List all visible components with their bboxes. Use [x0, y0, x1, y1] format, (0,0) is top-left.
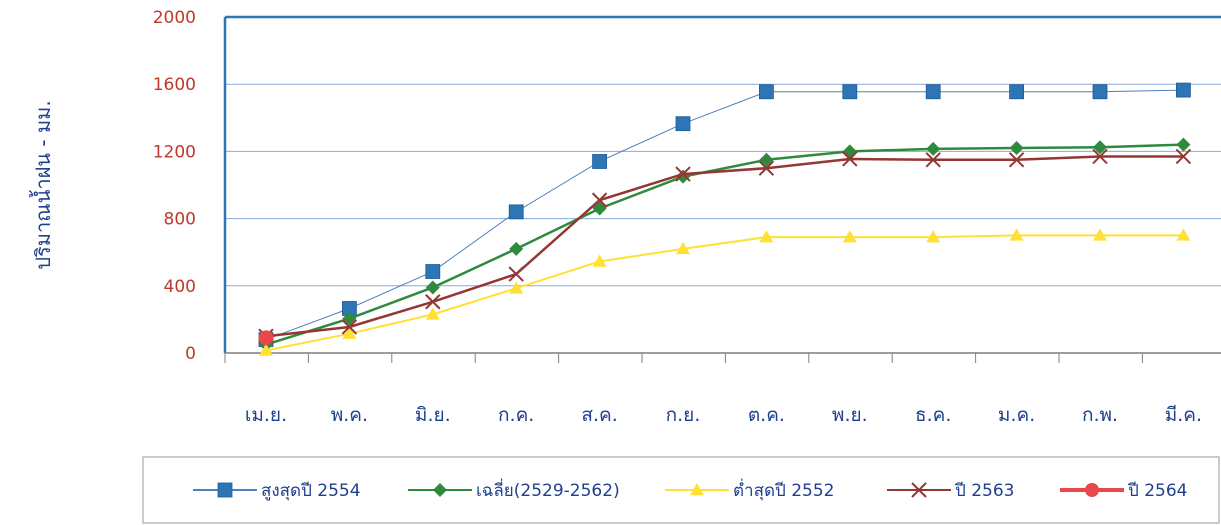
x-tick-label: ก.ค. — [498, 404, 534, 426]
data-point — [425, 294, 441, 310]
x-tick-label: มี.ค. — [1165, 404, 1202, 426]
data-point — [1092, 148, 1108, 165]
data-point — [1176, 228, 1191, 241]
data-point — [842, 230, 857, 243]
gridlines — [225, 83, 1221, 287]
data-point — [509, 281, 524, 294]
data-point — [925, 152, 941, 168]
series-1 — [258, 82, 1191, 347]
legend-entry: ต่ำสุดปี 2552 — [665, 478, 834, 501]
data-point — [926, 141, 941, 156]
x-tick-label: พ.ค. — [331, 404, 368, 426]
legend-label: ปี 2564 — [1127, 481, 1187, 501]
series-line — [265, 89, 1184, 341]
data-point — [341, 319, 358, 335]
data-point — [509, 241, 524, 256]
data-point — [1176, 137, 1191, 152]
legend-label: ปี 2563 — [954, 481, 1014, 501]
legend-marker — [911, 482, 927, 498]
x-tick-label: ธ.ค. — [915, 404, 951, 426]
series-line — [265, 234, 1184, 352]
data-point — [508, 266, 524, 282]
x-tick-label: ส.ค. — [581, 404, 617, 426]
legend-label: ต่ำสุดปี 2552 — [733, 478, 834, 501]
legend-marker — [1085, 483, 1099, 497]
data-point — [1176, 82, 1191, 98]
data-point — [1008, 152, 1025, 168]
legend-marker — [433, 483, 447, 497]
data-point — [926, 230, 941, 243]
data-point — [1092, 84, 1108, 100]
legend-entry: เฉลี่ย(2529-2562) — [408, 478, 620, 501]
series-4 — [258, 148, 1192, 344]
plot-frame — [223, 15, 1221, 354]
data-point — [759, 230, 774, 243]
data-point — [842, 151, 858, 167]
data-point — [759, 84, 774, 100]
data-point — [1009, 84, 1024, 100]
legend: สูงสุดปี 2554 เฉลี่ย(2529-2562) ต่ำสุดปี 2… — [142, 456, 1220, 524]
y-tick-label: 1200 — [153, 142, 196, 162]
x-tick-label: ก.พ. — [1082, 404, 1118, 426]
data-point — [1093, 140, 1107, 155]
data-point — [925, 84, 941, 100]
data-point — [259, 343, 273, 356]
series-5 — [258, 330, 274, 346]
data-point — [425, 307, 440, 320]
legend-label: สูงสุดปี 2554 — [261, 481, 361, 501]
legend-label: เฉลี่ย(2529-2562) — [476, 478, 620, 501]
series-3 — [259, 228, 1191, 356]
x-tick-label: ก.ย. — [666, 404, 701, 426]
y-tick-label: 400 — [164, 277, 196, 297]
data-point — [258, 330, 274, 346]
data-point — [508, 204, 524, 220]
x-tick-label: มิ.ย. — [415, 404, 451, 426]
x-tick-label: เม.ย. — [245, 404, 287, 426]
y-tick-label: 0 — [185, 344, 196, 364]
y-axis-label: ปริมาณน้ำฝน - มม. — [29, 100, 55, 269]
series-2 — [259, 137, 1191, 352]
legend-entry: สูงสุดปี 2554 — [193, 481, 361, 501]
data-point — [591, 192, 608, 208]
data-point — [592, 254, 607, 267]
data-point — [842, 84, 858, 100]
data-point — [676, 241, 690, 255]
data-point — [1009, 228, 1024, 241]
x-tick-label: พ.ย. — [832, 404, 868, 426]
data-point — [675, 166, 691, 182]
y-tick-label: 1600 — [153, 75, 196, 95]
data-point — [425, 264, 441, 279]
data-point — [592, 154, 607, 169]
legend-marker — [690, 483, 704, 496]
legend-marker — [217, 482, 233, 498]
series-layer — [258, 82, 1192, 356]
series-line — [265, 143, 1184, 346]
data-point — [1093, 228, 1107, 241]
data-point — [675, 116, 691, 132]
data-point — [1009, 141, 1024, 156]
y-tick-label: 800 — [164, 210, 196, 230]
data-point — [1175, 148, 1192, 165]
legend-entry: ปี 2564 — [1060, 481, 1187, 501]
data-point — [758, 160, 775, 176]
y-tick-label: 2000 — [153, 8, 196, 28]
data-point — [842, 144, 857, 159]
y-axis-ticks: 0 400 800 1200 1600 2000 — [153, 8, 196, 364]
x-axis-ticks: เม.ย. พ.ค. มิ.ย. ก.ค. ส.ค. ก.ย. ต.ค. พ.ย. ธ.ค. ม.… — [224, 353, 1202, 426]
data-point — [425, 280, 440, 295]
series-line — [265, 155, 1184, 338]
x-tick-label: ต.ค. — [748, 404, 785, 426]
legend-entry: ปี 2563 — [887, 481, 1014, 501]
x-tick-label: ม.ค. — [998, 404, 1035, 426]
data-point — [342, 326, 357, 339]
